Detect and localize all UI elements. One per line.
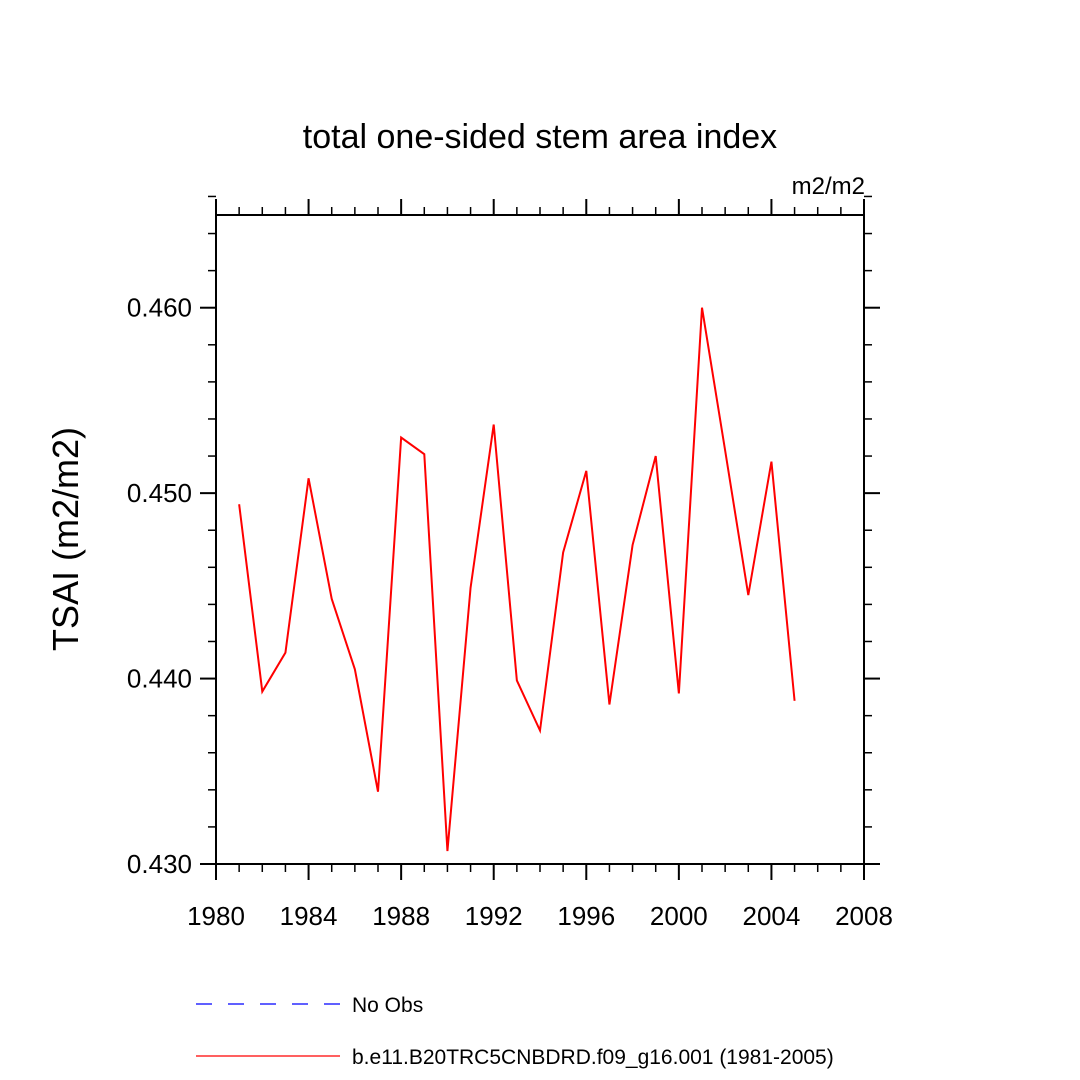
y-axis-label: TSAI (m2/m2) [45,427,86,651]
legend-label-no-obs: No Obs [352,994,423,1017]
y-tick-label: 0.460 [127,293,192,323]
x-tick-label: 1988 [372,901,430,931]
y-tick-label: 0.430 [127,849,192,879]
units-label: m2/m2 [792,173,865,200]
series-layer [238,307,796,852]
tick-marks [200,195,880,880]
x-tick-label: 2004 [743,901,801,931]
tick-labels: 0.430 0.440 0.450 0.460 1980 1984 1988 1992 1996… [127,293,893,931]
chart-title: total one-sided stem area index [303,118,777,156]
legend: No Obs b.e11.B20TRC5CNBDRD.f09_g16.001 (… [196,994,834,1069]
series-line [238,307,796,852]
x-tick-label: 2008 [835,901,893,931]
legend-label-model: b.e11.B20TRC5CNBDRD.f09_g16.001 (1981-20… [352,1046,834,1069]
x-tick-label: 1980 [187,901,245,931]
y-tick-label: 0.440 [127,664,192,694]
y-tick-label: 0.450 [127,478,192,508]
x-tick-label: 1984 [280,901,338,931]
x-tick-label: 1992 [465,901,523,931]
plot-frame [215,214,865,865]
x-tick-label: 2000 [650,901,708,931]
x-tick-label: 1996 [557,901,615,931]
